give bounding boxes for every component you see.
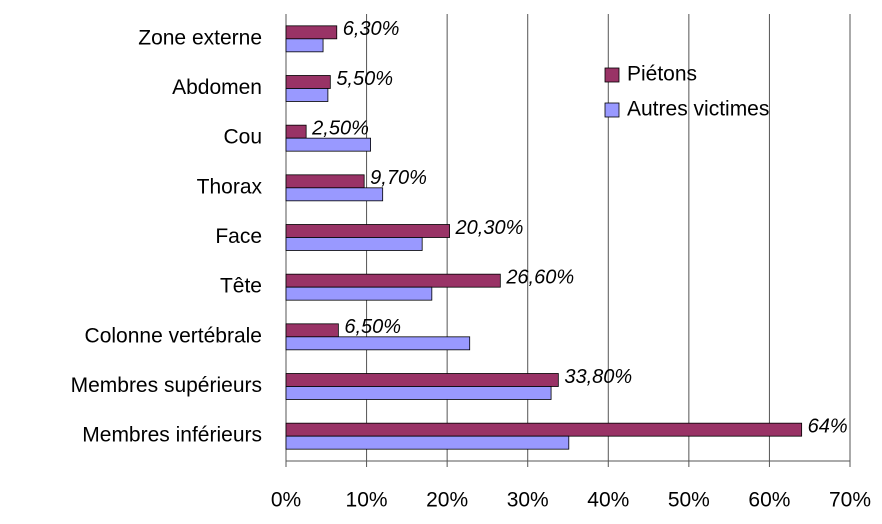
bar — [285, 75, 331, 89]
value-label: 20,30% — [455, 217, 524, 239]
bar — [285, 38, 324, 53]
y-tick-label: Cou — [223, 126, 262, 149]
value-label: 2,50% — [311, 117, 369, 139]
bar — [285, 273, 501, 288]
legend-swatch — [604, 102, 620, 118]
bar — [285, 124, 307, 139]
bar — [285, 25, 338, 40]
bar — [285, 237, 423, 251]
bar — [285, 336, 471, 351]
y-tick-label: Face — [215, 225, 262, 248]
bar — [285, 386, 552, 400]
value-label: 33,80% — [564, 366, 632, 388]
legend-swatch — [604, 67, 620, 83]
x-tick-label: 0% — [271, 489, 301, 512]
x-tick-label: 50% — [668, 489, 710, 512]
y-tick-label: Colonne vertébrale — [85, 324, 262, 347]
bar — [285, 174, 365, 189]
value-label: 26,60% — [505, 266, 574, 288]
y-tick-label: Membres supérieurs — [71, 374, 262, 397]
y-tick-label: Zone externe — [138, 26, 262, 49]
x-tick-label: 60% — [748, 489, 790, 512]
x-tick-label: 10% — [346, 489, 388, 512]
y-tick-label: Thorax — [197, 175, 263, 198]
y-tick-label: Membres inférieurs — [82, 424, 262, 447]
y-tick-label: Tête — [220, 275, 262, 298]
value-label: 64% — [808, 415, 848, 437]
value-label: 6,50% — [344, 316, 401, 338]
bar — [285, 373, 559, 387]
bar — [285, 435, 570, 450]
legend-label: Piétons — [627, 63, 697, 86]
value-label: 6,30% — [343, 18, 400, 40]
bar — [285, 187, 384, 202]
x-tick-label: 30% — [507, 489, 549, 512]
legend-label: Autres victimes — [627, 98, 769, 121]
bar — [285, 286, 433, 301]
y-tick-label: Abdomen — [172, 76, 262, 99]
x-tick-label: 40% — [587, 489, 629, 512]
value-label: 9,70% — [370, 167, 427, 189]
bar — [285, 137, 371, 152]
value-label: 5,50% — [336, 68, 393, 90]
bar — [285, 224, 450, 238]
bar — [285, 323, 339, 338]
x-tick-label: 70% — [829, 489, 871, 512]
bar — [285, 422, 803, 437]
bar — [285, 88, 329, 102]
x-tick-label: 20% — [426, 489, 468, 512]
